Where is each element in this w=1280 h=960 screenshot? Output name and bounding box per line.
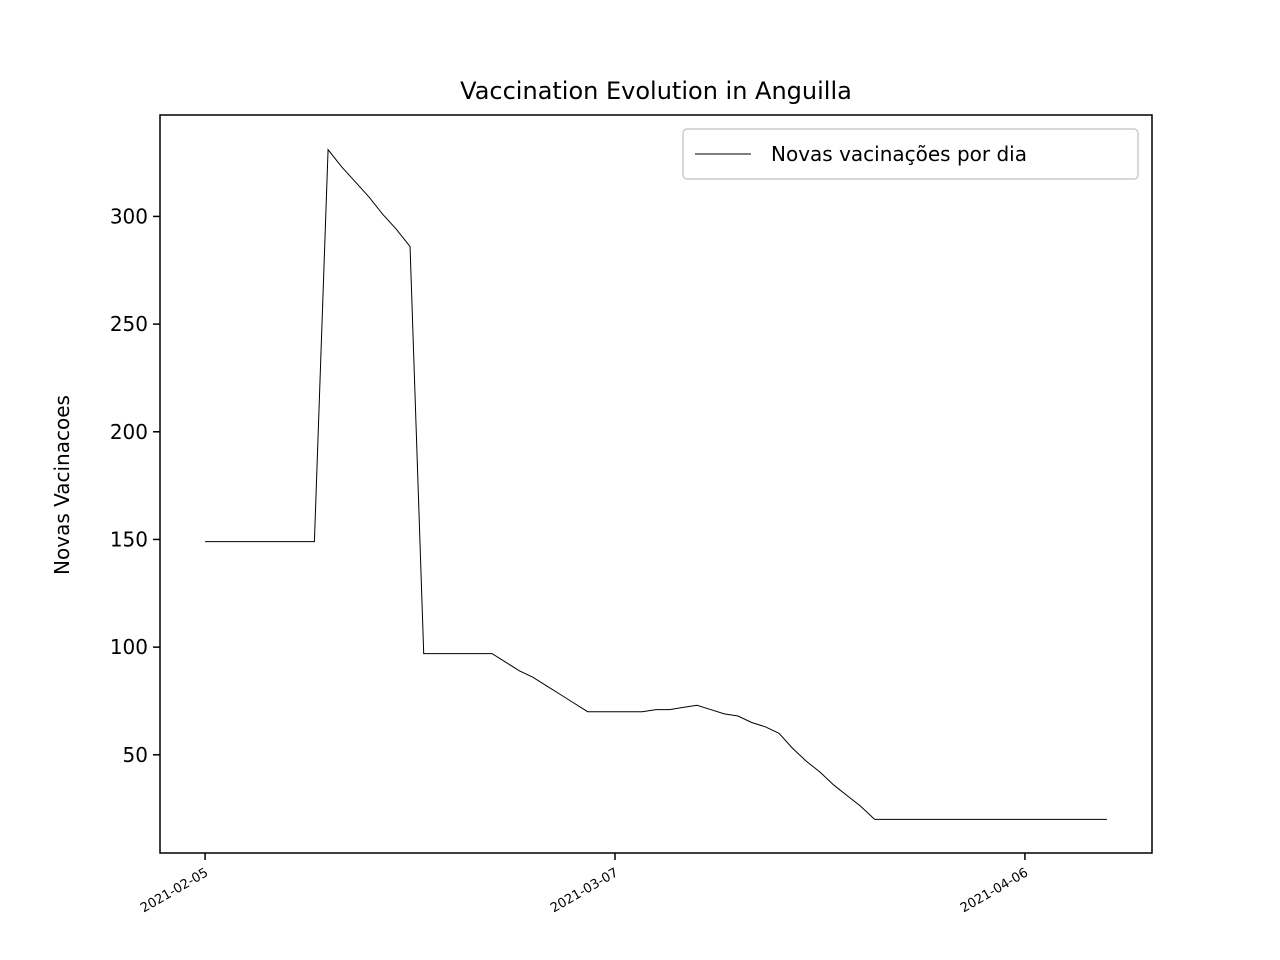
x-tick-label: 2021-03-07 <box>548 865 621 916</box>
legend-frame <box>682 128 1139 180</box>
plot-frame <box>159 114 1153 854</box>
y-axis-label: Novas Vacinacoes <box>50 395 74 575</box>
data-line <box>205 148 1107 820</box>
legend: Novas vacinações por dia <box>682 128 1139 180</box>
y-tick-label: 100 <box>110 635 148 659</box>
y-tick-label: 200 <box>110 420 148 444</box>
chart-title: Vaccination Evolution in Anguilla <box>460 77 852 105</box>
y-tick-label: 250 <box>110 312 148 336</box>
y-tick-label: 50 <box>123 743 148 767</box>
y-tick-label: 300 <box>110 204 148 228</box>
legend-label: Novas vacinações por dia <box>771 142 1027 166</box>
x-tick-label: 2021-02-05 <box>138 865 211 916</box>
y-tick-label: 150 <box>110 527 148 551</box>
x-tick-label: 2021-04-06 <box>958 865 1031 916</box>
